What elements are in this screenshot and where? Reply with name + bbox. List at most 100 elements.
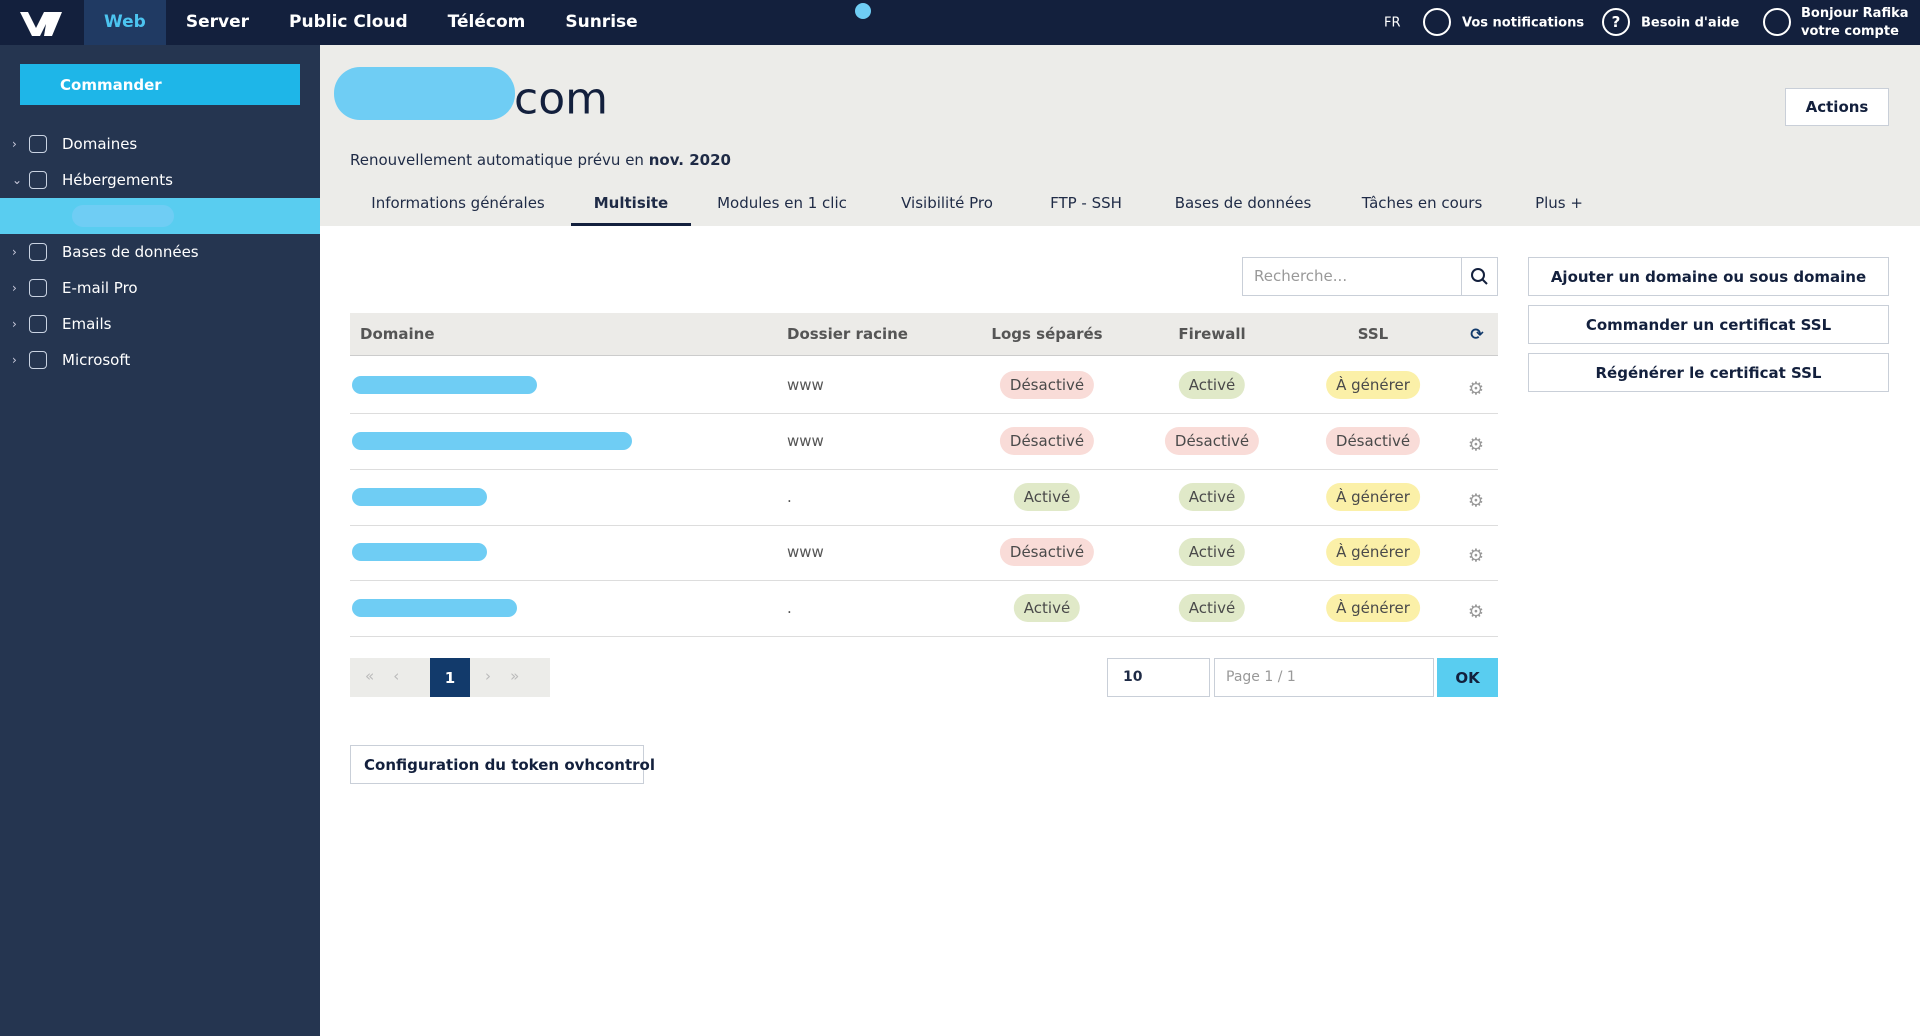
renewal-text: Renouvellement automatique prévu en [350,151,644,169]
nav-item[interactable]: Server [185,12,250,32]
indicator [855,3,871,19]
sidebar-icon [29,135,47,153]
tab[interactable]: Plus + [1535,194,1583,212]
row-settings[interactable]: ⚙ [1467,601,1485,623]
row-settings[interactable]: ⚙ [1467,434,1485,456]
tab[interactable]: FTP - SSH [1050,194,1122,212]
redacted [334,67,515,120]
pager: 1 « ‹ › » [350,658,550,697]
sidebar-chevron: › [12,137,17,151]
folder: . [787,599,792,618]
table-header [350,313,1498,356]
sidebar-chevron: ⌄ [12,173,23,187]
row-divider [350,636,1498,638]
sidebar-chevron: › [12,317,17,331]
status-badge: À générer [1326,538,1420,567]
page-title: com [514,73,608,125]
tab[interactable]: Multisite [593,194,669,212]
selected-item[interactable] [0,198,320,234]
sidebar-chevron: › [12,245,17,259]
sidebar-item[interactable]: Emails [62,315,112,333]
redacted-domain [352,431,632,450]
column-header: Dossier racine [787,325,908,343]
status-badge: Activé [1013,594,1081,623]
row-divider [350,413,1498,414]
row-settings[interactable]: ⚙ [1467,490,1485,512]
tab[interactable]: Bases de données [1174,194,1312,212]
sidebar-item[interactable]: Bases de données [62,243,199,261]
row-divider [350,468,1498,470]
status-badge: À générer [1326,371,1420,399]
status-badge: Activé [1178,371,1246,399]
nav-item[interactable]: Public Cloud [289,12,408,32]
account[interactable]: Bonjour Rafika votre compte [1801,5,1909,41]
refresh-icon[interactable]: ⟳ [1470,324,1484,344]
redacted-domain [352,376,537,394]
help[interactable]: Besoin d'aide [1641,15,1740,31]
notif-icon[interactable] [1423,8,1451,36]
folder: www [787,376,824,394]
sidebar-item[interactable]: Domaines [62,135,138,153]
status-badge: Activé [1178,538,1246,567]
actions-button[interactable]: Actions [1785,88,1889,126]
page-info[interactable]: Page 1 / 1 [1214,658,1434,697]
row-divider [350,580,1498,582]
header: com Actions Renouvellement automatique p… [320,45,1920,226]
status-badge: Activé [1013,482,1081,511]
main-nav: Web Server Public Cloud Télécom Sunrise [84,0,658,45]
sidebar-item[interactable]: E-mail Pro [62,279,138,297]
column-header: Logs séparés [991,325,1103,343]
sidebar-item[interactable]: Microsoft [62,351,131,369]
tab[interactable]: Visibilité Pro [901,194,993,212]
status-badge: Désactivé [999,426,1095,455]
sidebar-chevron: › [12,281,17,295]
sidebar-icon [29,243,47,261]
page-size[interactable]: 10 [1107,658,1210,697]
column-header: SSL [1357,325,1389,343]
nav-item[interactable]: Télécom [447,12,526,32]
search-button[interactable] [1461,257,1498,296]
row-settings[interactable]: ⚙ [1467,378,1485,400]
tab[interactable]: Tâches en cours [1361,194,1483,212]
folder: www [787,543,824,562]
sidebar-icon [29,171,47,189]
account-greeting: Bonjour Rafika [1801,6,1909,21]
row-settings[interactable]: ⚙ [1467,545,1485,567]
status-badge: Désactivé [999,538,1095,567]
top-bar: Web Server Public Cloud Télécom Sunrise FR V… [0,0,1920,45]
side-button[interactable]: Ajouter un domaine ou sous domaine [1528,257,1889,296]
sidebar-icon [29,351,47,369]
ok-button[interactable]: OK [1437,658,1498,697]
side-button[interactable]: Régénérer le certificat SSL [1528,353,1889,392]
nav-item[interactable]: Web [84,0,166,45]
sidebar-item[interactable]: Hébergements [62,171,173,189]
sidebar: Commander › Domaines ⌄ Hébergements › Bases d… [0,45,320,1036]
row-divider [350,524,1498,526]
lang[interactable]: FR [1384,15,1401,31]
page-current[interactable]: 1 [430,658,470,697]
sidebar-icon [29,315,47,333]
account-link: votre compte [1801,24,1899,39]
redacted-domain [352,543,487,562]
status-badge: Désactivé [999,371,1095,399]
redacted-domain [352,487,487,506]
token-config[interactable]: Configuration du token ovhcontrol [350,745,655,784]
order-button[interactable]: Commander [20,64,300,105]
tab[interactable]: Informations générales [371,194,545,212]
help-icon[interactable]: ? [1602,8,1630,36]
side-button[interactable]: Commander un certificat SSL [1528,305,1889,344]
pager-arrows-right[interactable]: › » [485,667,520,685]
sidebar-icon [29,279,47,297]
column-header: Firewall [1178,325,1246,343]
notifications[interactable]: Vos notifications [1462,15,1585,31]
nav-item[interactable]: Sunrise [565,12,638,32]
account-icon[interactable] [1763,8,1791,36]
status-badge: Désactivé [1325,426,1421,455]
folder: . [787,487,792,506]
search-input[interactable]: Recherche... [1242,257,1498,296]
pager-arrows-left[interactable]: « ‹ [365,667,400,685]
tab[interactable]: Modules en 1 clic [717,194,847,212]
tab-underline [571,223,691,226]
